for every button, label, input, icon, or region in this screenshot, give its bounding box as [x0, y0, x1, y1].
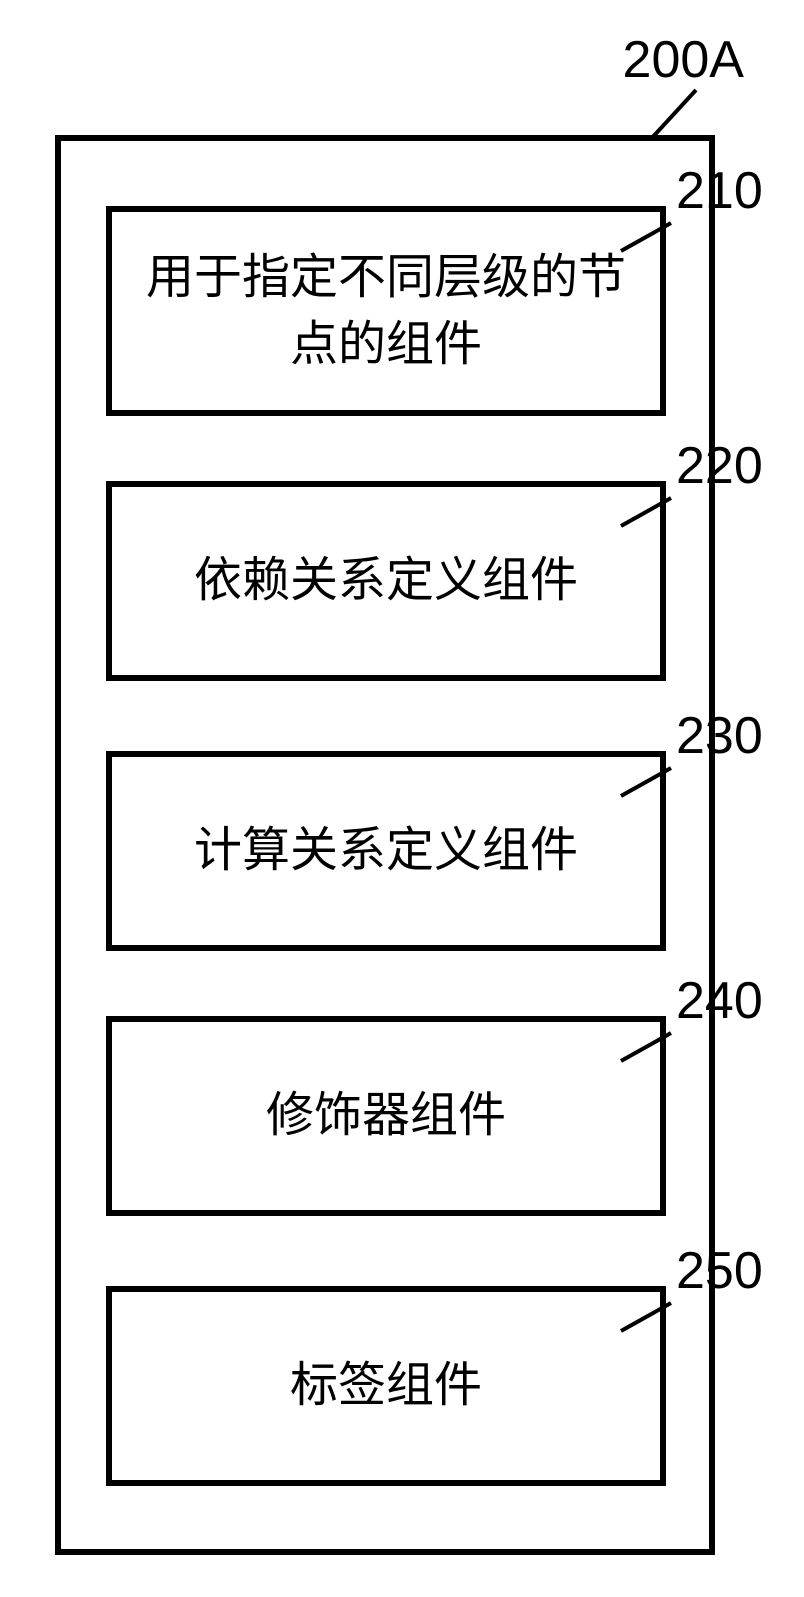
outer-container: 用于指定不同层级的节点的组件 210 依赖关系定义组件 220 计算关系定义组件…	[55, 135, 715, 1555]
container-leader-segment	[650, 90, 696, 140]
leader-250-line	[621, 1303, 671, 1331]
leader-250	[61, 141, 761, 1561]
